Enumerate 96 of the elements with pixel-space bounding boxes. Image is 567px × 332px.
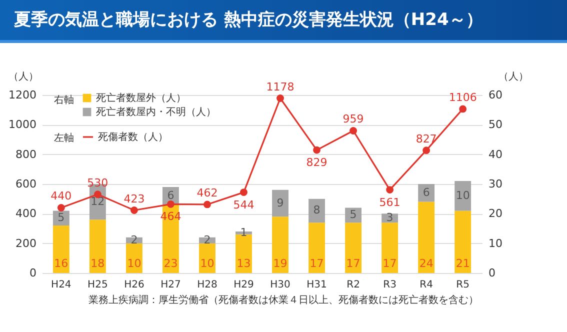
x-tick-label: R2 — [346, 280, 360, 290]
bar — [199, 243, 216, 273]
x-tick-label: H25 — [88, 280, 108, 290]
data-label: 19 — [273, 257, 288, 270]
legend-label: 死亡者数屋内・不明（人） — [96, 106, 216, 118]
x-tick-label: H27 — [160, 280, 181, 290]
data-label: 530 — [87, 176, 108, 190]
bar — [126, 243, 142, 273]
x-tick-label: H29 — [234, 280, 254, 290]
bar — [236, 234, 252, 273]
data-label: 544 — [233, 198, 254, 212]
data-label: 423 — [124, 192, 145, 206]
data-label: 5 — [350, 208, 357, 222]
y-tick-label: 0 — [30, 266, 36, 280]
legend-label: 死亡者数屋外（人） — [96, 92, 186, 104]
y-axis-title: （人） — [8, 72, 38, 82]
y-tick-label: 1000 — [8, 118, 36, 132]
data-label: 6 — [422, 186, 430, 199]
bar — [345, 208, 362, 223]
data-label: 17 — [346, 257, 360, 270]
data-label: 2 — [204, 233, 211, 246]
y2-tick-label: 30 — [488, 178, 502, 190]
x-tick-label: R3 — [383, 280, 396, 290]
point — [130, 206, 138, 214]
bar — [418, 184, 435, 202]
bar — [345, 222, 362, 273]
annotation: 右軸 — [54, 94, 74, 106]
data-label: 23 — [164, 257, 178, 270]
data-label: 21 — [456, 257, 470, 270]
bar — [308, 222, 325, 273]
data-label: 10 — [456, 188, 470, 202]
point — [313, 146, 320, 154]
bar — [418, 202, 435, 273]
x-tick-label: H30 — [270, 280, 290, 290]
x-tick-label: R5 — [456, 280, 470, 290]
point — [422, 146, 430, 154]
data-label: 9 — [276, 196, 284, 210]
y2-tick-label: 0 — [488, 266, 496, 280]
data-label: 3 — [386, 211, 394, 224]
data-label: 13 — [236, 257, 251, 270]
point — [350, 127, 357, 134]
annotation: 左軸 — [54, 132, 74, 144]
text: 業務上疾病調：厚生労働省（死傷者数は休業４日以上、死傷者数には死亡者数を含む） — [88, 294, 480, 307]
bar — [308, 198, 325, 223]
data-label: 827 — [416, 132, 437, 146]
y2-tick-label: 10 — [488, 236, 502, 250]
x-tick-label: H26 — [124, 280, 144, 290]
y-tick-label: 200 — [16, 236, 36, 250]
bar — [272, 190, 288, 217]
y2-tick-label: 60 — [488, 88, 502, 102]
point — [459, 105, 467, 113]
data-label: 2 — [130, 233, 138, 246]
data-label: 12 — [90, 194, 105, 208]
y2-tick-label: 50 — [488, 118, 502, 132]
x-tick-label: H28 — [197, 280, 218, 290]
data-label: 17 — [310, 257, 324, 270]
point — [240, 188, 248, 196]
point — [57, 204, 65, 212]
data-label: 24 — [419, 257, 434, 270]
bar — [52, 226, 70, 273]
data-label: 959 — [342, 112, 364, 126]
y-tick-label: 400 — [16, 207, 36, 220]
legend-label: 死傷者数（人） — [98, 131, 168, 143]
bar — [382, 222, 398, 273]
point — [167, 200, 174, 208]
y-tick-label: 800 — [16, 148, 36, 161]
bar — [89, 220, 106, 273]
data-label: 10 — [127, 257, 142, 270]
data-label: 5 — [58, 211, 65, 224]
data-label: 6 — [167, 188, 174, 202]
x-tick-label: H24 — [51, 280, 72, 290]
data-label: 1106 — [448, 90, 477, 104]
y-tick-label: 600 — [16, 178, 36, 190]
point — [204, 200, 211, 208]
bar — [454, 210, 472, 273]
data-label: 10 — [200, 257, 214, 270]
data-label: 462 — [196, 186, 218, 200]
data-label: 17 — [382, 257, 397, 270]
data-label: 829 — [306, 156, 328, 170]
data-label: 16 — [54, 257, 68, 270]
y2-axis-title: （人） — [498, 72, 528, 82]
chart-title: 夏季の気温と職場における 熱中症の災害発生状況（H24～） — [0, 0, 567, 43]
data-label: 1178 — [266, 80, 294, 94]
data-label: 8 — [313, 204, 320, 217]
y-tick-label: 1200 — [8, 88, 36, 102]
point — [386, 186, 394, 194]
x-tick-label: R4 — [420, 280, 433, 290]
bar — [272, 216, 288, 273]
data-label: 561 — [379, 196, 400, 209]
bar — [454, 181, 472, 211]
y2-tick-label: 40 — [488, 148, 502, 161]
x-tick-label: H31 — [306, 280, 327, 290]
data-label: 18 — [90, 257, 105, 270]
data-label: 440 — [50, 190, 72, 203]
y2-tick-label: 20 — [488, 207, 502, 220]
point — [276, 94, 284, 102]
